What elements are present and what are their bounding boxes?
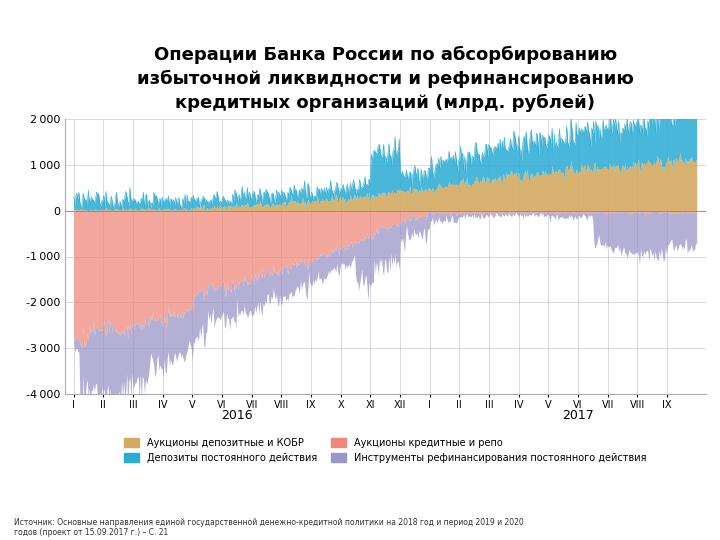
Legend: Аукционы депозитные и КОБР, Депозиты постоянного действия, Аукционы кредитные и : Аукционы депозитные и КОБР, Депозиты пос… [120,434,650,467]
Text: 2017: 2017 [562,409,594,422]
Text: 2016: 2016 [221,409,253,422]
Text: Источник: Основные направления единой государственной денежно-кредитной политики: Источник: Основные направления единой го… [14,518,524,537]
Title: Операции Банка России по абсорбированию
избыточной ликвидности и рефинансировани: Операции Банка России по абсорбированию … [137,46,634,112]
